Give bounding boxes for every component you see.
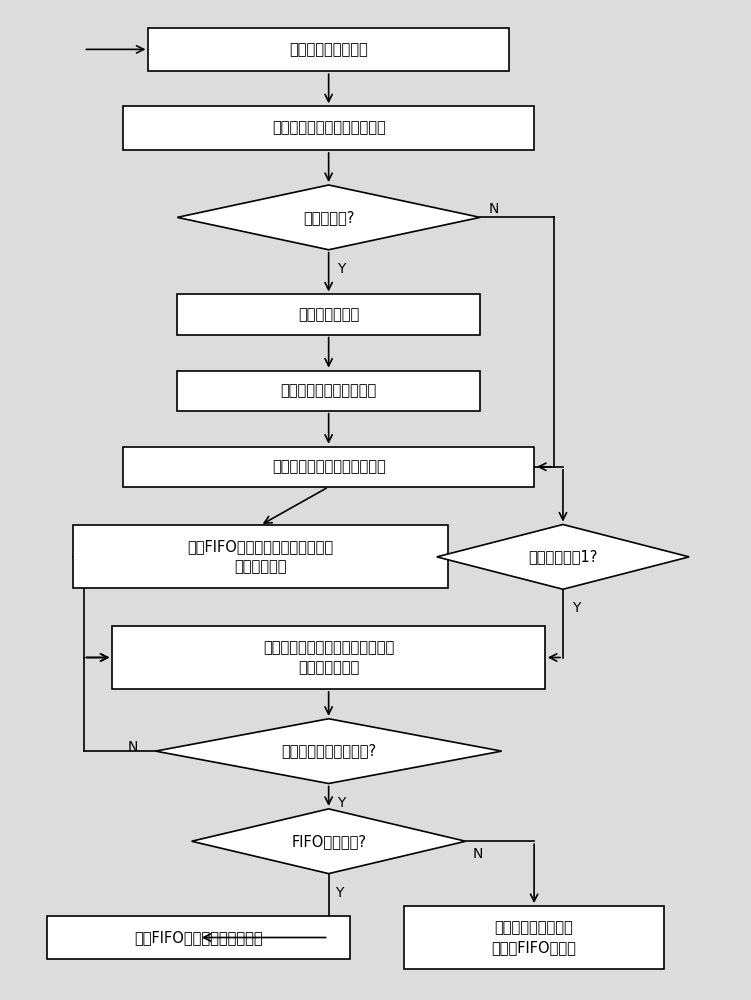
FancyBboxPatch shape [113,626,545,689]
Text: 解析接收的写报文并进行校验: 解析接收的写报文并进行校验 [272,121,385,136]
Text: Y: Y [335,886,344,900]
Text: 校验不通过?: 校验不通过? [303,210,354,225]
FancyBboxPatch shape [177,294,480,335]
Text: 生成新的纠错写报文
并写入FIFO队列中: 生成新的纠错写报文 并写入FIFO队列中 [492,920,577,955]
FancyBboxPatch shape [149,27,509,71]
Text: Y: Y [337,796,345,810]
Text: 重发的写报文校验通过?: 重发的写报文校验通过? [281,744,376,759]
Polygon shape [155,719,502,784]
FancyBboxPatch shape [404,906,664,969]
Text: N: N [489,202,499,216]
Text: N: N [127,740,137,754]
Text: 识别写报文的写命令和写数据: 识别写报文的写命令和写数据 [272,459,385,474]
Text: 错误标志位为1?: 错误标志位为1? [528,549,598,564]
FancyBboxPatch shape [47,916,350,959]
FancyBboxPatch shape [123,447,534,487]
Text: 通过FIFO队列缓存并输出给报文的
后续处理逻辑: 通过FIFO队列缓存并输出给报文的 后续处理逻辑 [187,539,333,574]
Text: 循环接收重发的写报文直至重发的
写报文校验通过: 循环接收重发的写报文直至重发的 写报文校验通过 [263,640,394,675]
Polygon shape [192,809,466,874]
Polygon shape [437,524,689,589]
Text: N: N [473,847,483,861]
Text: 标记写报文的错误标志位: 标记写报文的错误标志位 [281,383,377,398]
Text: 请求重传写报文: 请求重传写报文 [298,307,359,322]
Text: 接收链路层的写报文: 接收链路层的写报文 [289,42,368,57]
Text: 覆盖FIFO队列中缓存的写报文: 覆盖FIFO队列中缓存的写报文 [134,930,263,945]
Text: Y: Y [572,601,580,615]
Text: Y: Y [337,262,345,276]
Text: FIFO队列非空?: FIFO队列非空? [291,834,366,849]
FancyBboxPatch shape [73,525,448,588]
Polygon shape [177,185,480,250]
FancyBboxPatch shape [123,106,534,150]
FancyBboxPatch shape [177,370,480,411]
